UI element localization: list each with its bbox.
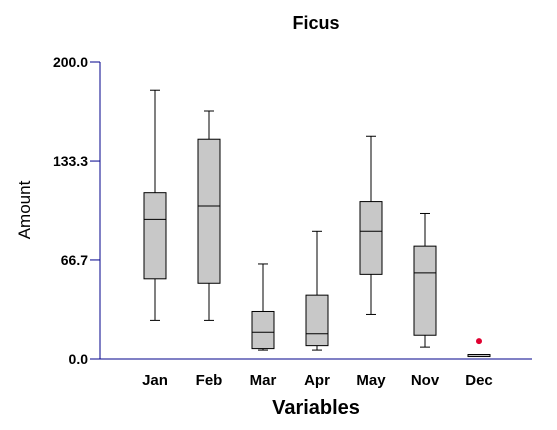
- box-jan: [143, 89, 167, 321]
- x-axis-label: Variables: [272, 397, 360, 419]
- y-tick-label: 200.0: [53, 54, 88, 70]
- x-tick-label: Apr: [304, 372, 330, 389]
- y-ticks: 0.0 66.7 133.3 200.0: [53, 54, 100, 367]
- box-apr: [305, 230, 329, 351]
- y-axis-label: Amount: [15, 180, 34, 239]
- box-dec: [467, 338, 491, 358]
- boxes: [143, 89, 491, 358]
- x-tick-label: May: [356, 372, 386, 389]
- box-iqr: [197, 138, 221, 284]
- x-tick-label: Nov: [411, 372, 440, 389]
- x-tick-label: Jan: [142, 372, 168, 389]
- y-tick-label: 66.7: [61, 252, 88, 268]
- chart-title: Ficus: [292, 13, 339, 33]
- box-iqr: [359, 201, 383, 275]
- y-tick-label: 0.0: [69, 351, 89, 367]
- box-nov: [413, 212, 437, 348]
- x-tick-label: Dec: [465, 372, 493, 389]
- x-tick-label: Feb: [196, 372, 223, 389]
- box-feb: [197, 110, 221, 321]
- box-iqr: [251, 310, 275, 350]
- box-iqr: [305, 294, 329, 347]
- box-mar: [251, 263, 275, 351]
- box-may: [359, 135, 383, 315]
- outlier-point: [476, 338, 482, 345]
- box-iqr: [413, 245, 437, 336]
- x-ticks: Jan Feb Mar Apr May Nov Dec: [142, 372, 493, 389]
- y-tick-label: 133.3: [53, 153, 88, 169]
- axes: [99, 62, 532, 360]
- x-tick-label: Mar: [250, 372, 277, 389]
- box-iqr: [143, 192, 167, 280]
